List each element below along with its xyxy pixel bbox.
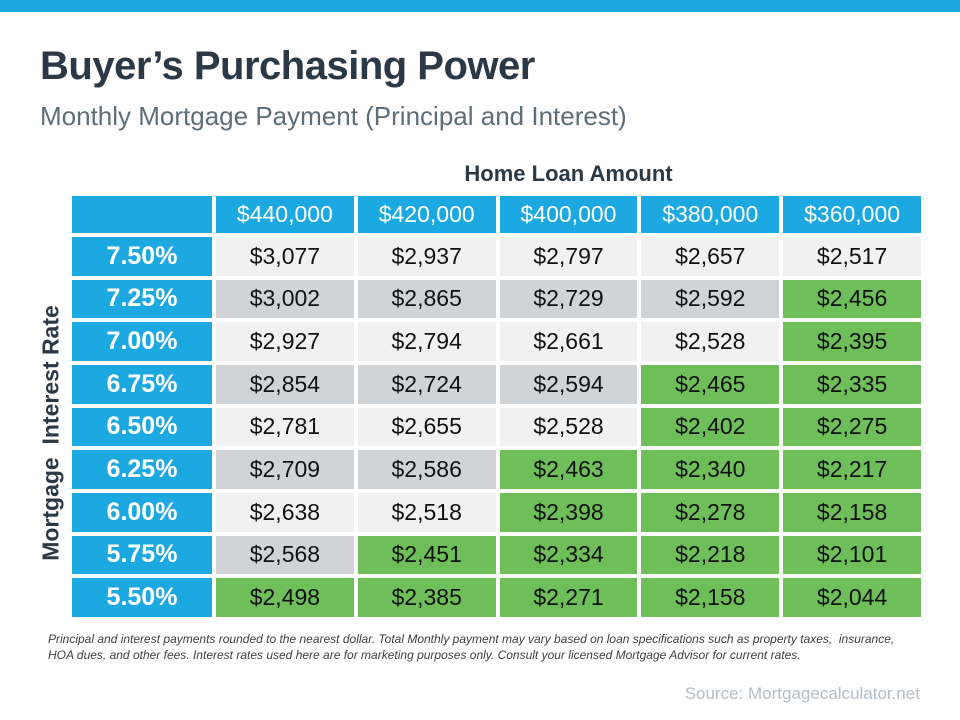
payment-cell: $2,655 [357, 407, 496, 447]
payment-cell: $2,517 [783, 237, 921, 276]
top-accent-bar [0, 0, 960, 12]
payment-cell: $2,395 [783, 322, 921, 361]
rate-cell: 6.50% [72, 407, 212, 447]
payment-cell: $2,709 [216, 450, 354, 489]
payment-cell: $2,158 [783, 493, 921, 532]
payment-cell: $2,937 [357, 237, 496, 276]
rate-cell: 7.25% [72, 279, 212, 319]
corner-cell [72, 196, 212, 233]
payment-cell: $2,568 [216, 535, 354, 575]
column-header-cell: $440,000 [216, 196, 354, 233]
payment-cell: $2,498 [216, 578, 354, 617]
payment-cell: $2,278 [641, 493, 780, 532]
payment-cell: $2,044 [783, 578, 921, 617]
rate-cell: 6.75% [72, 365, 212, 404]
payment-cell: $2,794 [357, 322, 496, 361]
payment-cell: $2,661 [499, 322, 638, 361]
rate-cell: 7.00% [72, 322, 212, 361]
column-header-cell: $400,000 [499, 196, 638, 233]
payment-cell: $2,217 [783, 450, 921, 489]
rate-cell: 7.50% [72, 237, 212, 276]
payment-cell: $2,463 [499, 450, 638, 489]
column-header-cell: $380,000 [641, 196, 780, 233]
payment-cell: $2,275 [783, 407, 921, 447]
payment-cell: $2,340 [641, 450, 780, 489]
payment-cell: $2,724 [357, 365, 496, 404]
payment-cell: $2,797 [499, 237, 638, 276]
payment-cell: $2,451 [357, 535, 496, 575]
payment-cell: $2,335 [783, 365, 921, 404]
payment-cell: $2,927 [216, 322, 354, 361]
payment-cell: $3,002 [216, 279, 354, 319]
rate-cell: 6.00% [72, 493, 212, 532]
rate-cell: 5.75% [72, 535, 212, 575]
payment-cell: $2,271 [499, 578, 638, 617]
payment-cell: $2,638 [216, 493, 354, 532]
payment-cell: $2,528 [499, 407, 638, 447]
payment-cell: $2,865 [357, 279, 496, 319]
payment-cell: $2,385 [357, 578, 496, 617]
rate-cell: 5.50% [72, 578, 212, 617]
row-axis-title: Mortgage Interest Rate [37, 305, 64, 561]
payment-cell: $2,465 [641, 365, 780, 404]
payment-cell: $2,586 [357, 450, 496, 489]
payment-cell: $2,592 [641, 279, 780, 319]
payment-cell: $2,729 [499, 279, 638, 319]
payment-cell: $2,334 [499, 535, 638, 575]
payment-cell: $2,781 [216, 407, 354, 447]
rate-cell: 6.25% [72, 450, 212, 489]
payment-cell: $2,854 [216, 365, 354, 404]
column-header-cell: $360,000 [783, 196, 921, 233]
payment-cell: $2,594 [499, 365, 638, 404]
column-header-cell: $420,000 [357, 196, 496, 233]
payment-cell: $2,398 [499, 493, 638, 532]
payment-cell: $2,402 [641, 407, 780, 447]
payment-cell: $2,456 [783, 279, 921, 319]
payment-cell: $3,077 [216, 237, 354, 276]
payment-cell: $2,218 [641, 535, 780, 575]
payment-cell: $2,101 [783, 535, 921, 575]
payment-cell: $2,657 [641, 237, 780, 276]
footnote: Principal and interest payments rounded … [48, 632, 895, 662]
page-subtitle: Monthly Mortgage Payment (Principal and … [40, 101, 627, 131]
payment-table: $440,000 $420,000 $400,000 $380,000 $360,000… [72, 196, 921, 617]
payment-cell: $2,518 [357, 493, 496, 532]
payment-cell: $2,158 [641, 578, 780, 617]
source-credit: Source: Mortgagecalculator.net [684, 684, 920, 703]
page-title: Buyer’s Purchasing Power [40, 44, 535, 88]
payment-cell: $2,528 [641, 322, 780, 361]
column-axis-title: Home Loan Amount [464, 161, 673, 186]
